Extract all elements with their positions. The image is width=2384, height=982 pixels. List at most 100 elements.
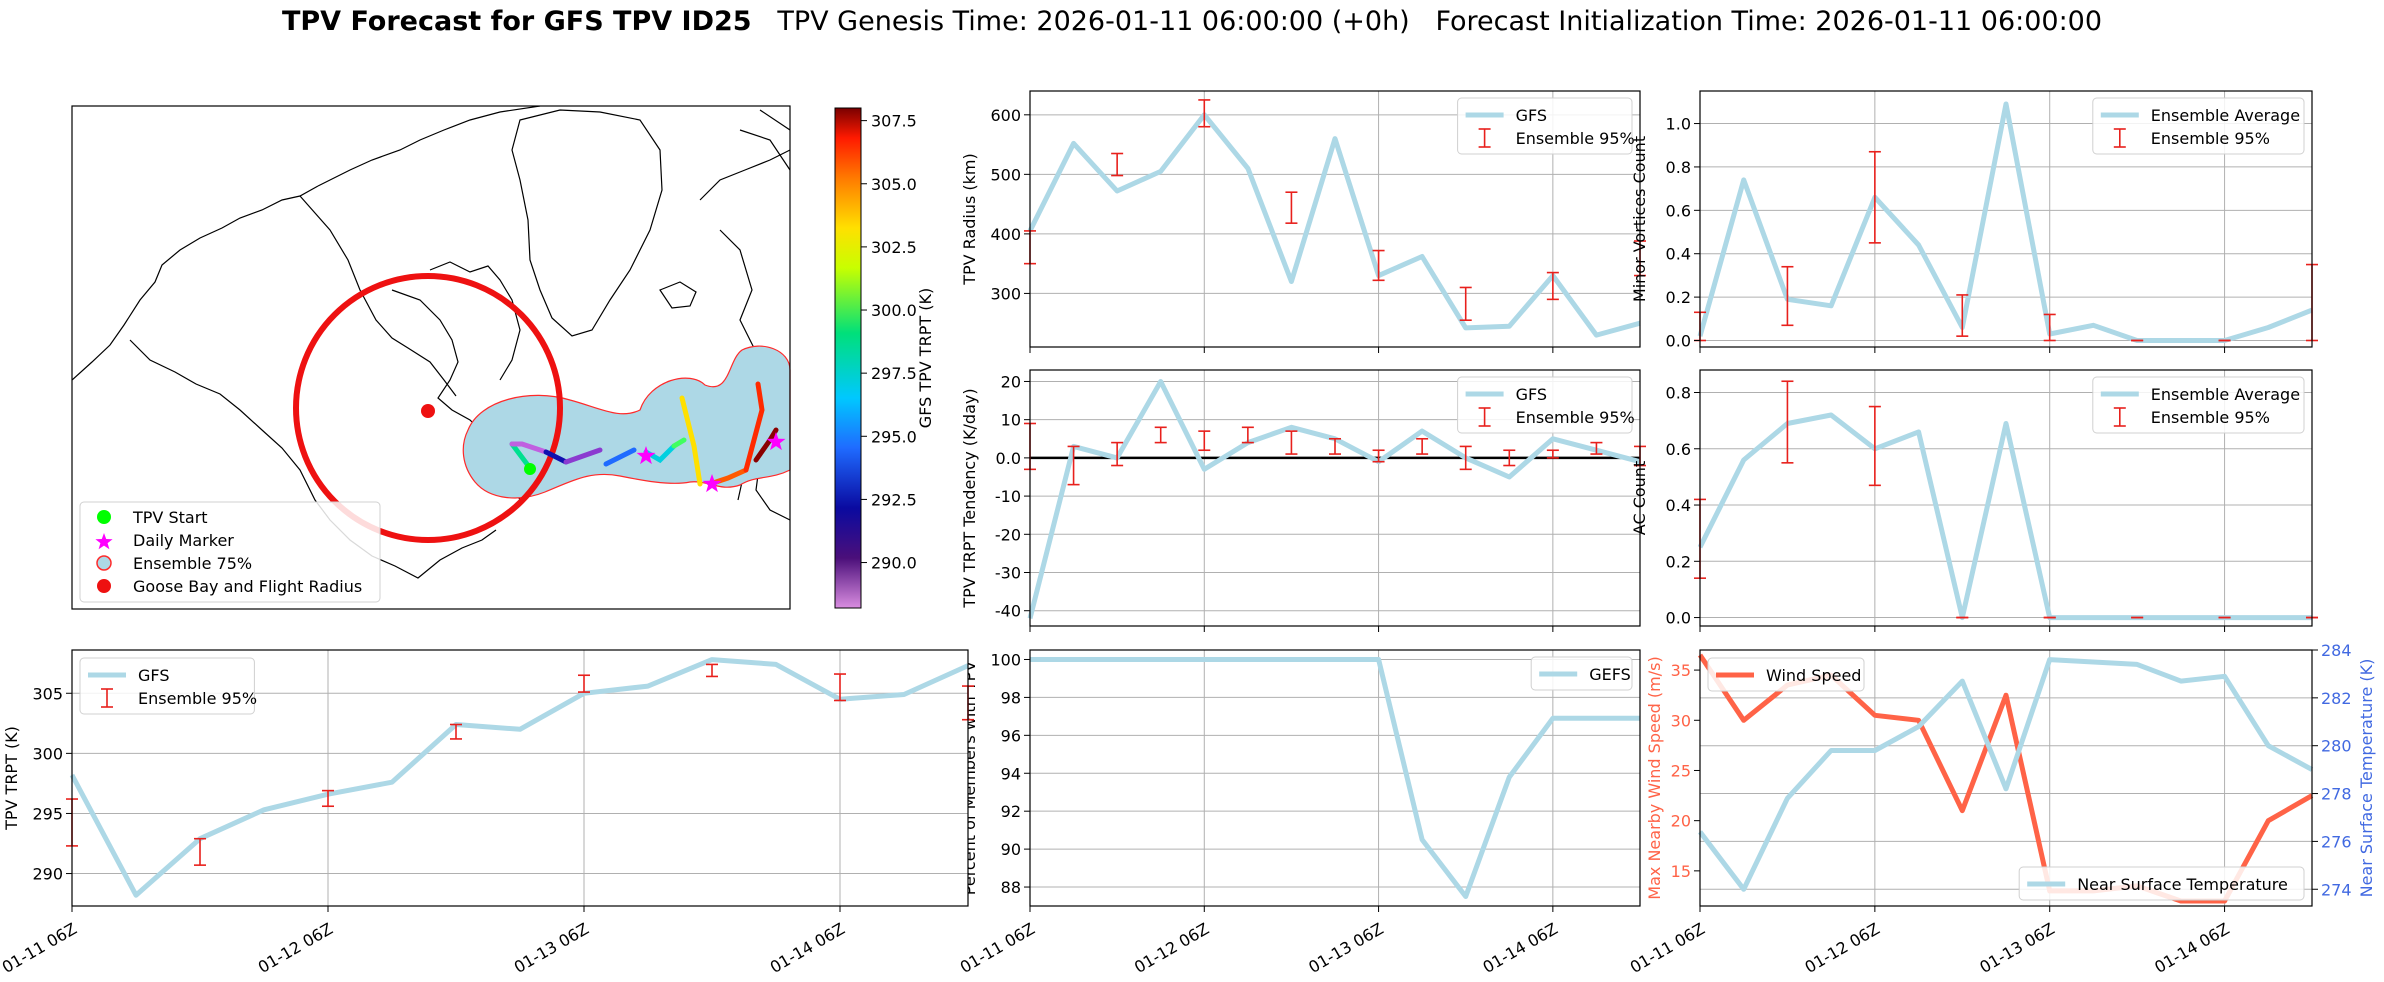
error-bar — [2043, 313, 2056, 342]
legend-daily-icon — [95, 533, 113, 550]
legend: Wind Speed — [1707, 657, 1865, 692]
y-tick-label: 1.0 — [1666, 115, 1691, 134]
y-tick-label: 0.2 — [1666, 552, 1691, 571]
colorbar-tick-label: 292.5 — [871, 490, 917, 509]
legend: Ensemble Average Ensemble 95% — [2092, 97, 2305, 155]
error-bar — [706, 663, 718, 678]
coastline-baffin — [429, 261, 521, 381]
y-tick-label: 0.8 — [1666, 384, 1691, 403]
legend-box — [2018, 866, 2305, 901]
legend-box — [2092, 97, 2305, 155]
x-tick-label: 01-11 06Z — [1627, 919, 1708, 977]
y-axis-label: TPV TRPT Tendency (K/day) — [960, 388, 979, 608]
x-tick-label: 01-11 06Z — [957, 919, 1038, 977]
legend-box — [1530, 656, 1633, 691]
coastlines — [72, 106, 790, 579]
y-axis-label: Max Nearby Wind Speed (m/s) — [1645, 656, 1664, 899]
y-tick-label: 90 — [1001, 840, 1021, 859]
legend-goosebay-label: Goose Bay and Flight Radius — [133, 577, 362, 596]
track-segment — [679, 395, 703, 487]
y-tick-label: 0.4 — [1666, 245, 1691, 264]
error-bar — [1546, 271, 1559, 301]
legend-start-icon — [97, 510, 111, 524]
wind-temperature-chart: 15 20 25 30 35 274 276 278 280 282 284 Max Nearby W… — [1627, 641, 2376, 977]
y-axis-label: AC Count — [1630, 461, 1649, 535]
coastline-alaska — [72, 185, 319, 381]
error-bar — [194, 837, 206, 866]
y-tick-label: 600 — [990, 106, 1021, 125]
y-tick-label: 30 — [1671, 711, 1691, 730]
error-bar — [1067, 445, 1080, 486]
tendency-chart: -40 -30 -20 -10 0.0 10 20 TPV TRPT Tendency (K/… — [960, 369, 1646, 632]
track-segment — [509, 441, 549, 455]
y2-tick-label: 284 — [2321, 641, 2352, 660]
track-segment — [743, 381, 765, 473]
error-bar — [1329, 437, 1341, 455]
y-tick-label: 20 — [1671, 812, 1691, 831]
y-tick-label: 88 — [1001, 878, 1021, 897]
ensemble-75-region — [462, 345, 791, 499]
x-tick-label: 01-12 06Z — [255, 919, 336, 977]
error-bar — [1459, 445, 1472, 471]
error-bar — [1372, 249, 1385, 282]
error-bar — [1590, 441, 1603, 455]
x-tick-label: 01-12 06Z — [1802, 919, 1883, 977]
error-bar — [1285, 430, 1298, 455]
y-axis-label: Minor Vortices Count — [1630, 136, 1649, 302]
coastline-greenland — [511, 109, 663, 337]
flight-radius-circle — [293, 273, 563, 543]
y-tick-label: 400 — [990, 225, 1021, 244]
x-tick-label: 01-14 06Z — [767, 919, 848, 977]
plot-area — [1700, 650, 2312, 906]
error-bar — [1503, 449, 1516, 467]
legend-goosebay-icon — [97, 579, 111, 593]
y-tick-label: -20 — [995, 525, 1021, 544]
daily-marker-star — [636, 446, 656, 465]
track-segment — [543, 449, 569, 465]
error-bar — [1198, 430, 1211, 452]
x-tick-label: 01-14 06Z — [2151, 919, 2232, 977]
coastline-hudson — [299, 195, 457, 397]
minor-vortices-chart: 0.0 0.2 0.4 0.6 0.8 1.0 Minor Vortices Count En… — [1630, 90, 2318, 353]
legend-daily-label: Daily Marker — [133, 531, 234, 550]
error-bar — [1546, 449, 1559, 459]
y-tick-label: 10 — [1001, 411, 1021, 430]
y2-tick-label: 280 — [2321, 737, 2352, 756]
colorbar-tick-label: 300.0 — [871, 301, 917, 320]
figure-title: TPV Forecast for GFS TPV ID25 TPV Genesi… — [0, 6, 2384, 37]
y-tick-label: 94 — [1001, 764, 1021, 783]
coastline-north-america — [129, 339, 497, 579]
error-bar — [1459, 286, 1472, 322]
track-segment — [563, 447, 603, 465]
x-tick-label: 01-11 06Z — [0, 919, 80, 977]
legend: GFS Ensemble 95% — [79, 657, 257, 715]
y-tick-label: 0.6 — [1666, 440, 1691, 459]
legend-box — [1457, 376, 1633, 434]
plot-frame — [1699, 369, 2313, 627]
legend-ensemble-icon — [96, 555, 112, 571]
x-tick-label: 01-14 06Z — [1480, 919, 1561, 977]
y-tick-label: 295 — [32, 804, 63, 823]
y-tick-label: 300 — [990, 284, 1021, 303]
legend-label: Wind Speed — [1766, 666, 1861, 685]
daily-marker-star — [702, 474, 722, 493]
map-legend: TPV Start Daily Marker Ensemble 75% Goos… — [79, 501, 381, 603]
legend-label: GFS — [1516, 106, 1547, 125]
x-tick-label: 01-13 06Z — [1305, 919, 1386, 977]
error-bar — [1285, 191, 1298, 224]
map-legend-box — [79, 501, 381, 603]
y-tick-label: 0.0 — [1666, 609, 1691, 628]
error-bar — [450, 723, 462, 740]
colorbar-tick-label: 290.0 — [871, 554, 917, 573]
legend-box — [1707, 657, 1865, 692]
y-tick-label: 15 — [1671, 862, 1691, 881]
y2-tick-label: 276 — [2321, 832, 2352, 851]
y2-tick-label: 278 — [2321, 785, 2352, 804]
y-tick-label: 25 — [1671, 761, 1691, 780]
plot-frame — [1029, 649, 1641, 907]
y-tick-label: 0.0 — [1666, 331, 1691, 350]
error-bar — [1956, 294, 1969, 337]
colorbar-tick-label: 302.5 — [871, 238, 917, 257]
error-bar — [1781, 265, 1794, 327]
